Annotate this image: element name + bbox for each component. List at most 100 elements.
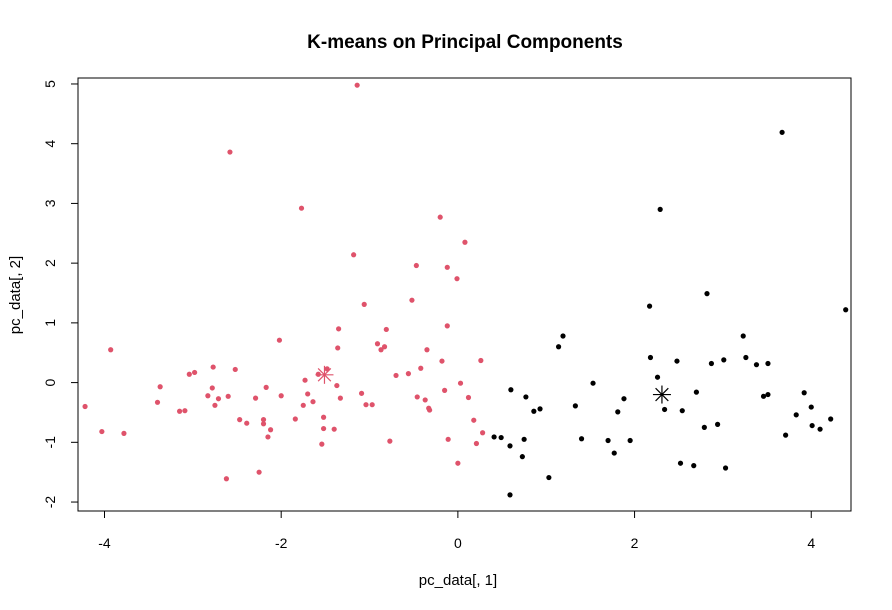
x-tick-label: 0 <box>454 535 462 551</box>
data-point <box>154 399 161 405</box>
data-point <box>828 416 834 422</box>
x-tick-label: -2 <box>275 535 288 551</box>
data-point <box>793 412 799 418</box>
data-point <box>192 369 198 376</box>
y-tick-label: -1 <box>42 436 58 449</box>
data-point <box>507 443 513 449</box>
y-tick-label: 0 <box>42 378 58 386</box>
data-point <box>319 441 325 447</box>
data-point <box>278 393 284 399</box>
data-point <box>721 357 727 363</box>
data-point <box>478 357 484 364</box>
data-point <box>560 333 566 339</box>
data-point <box>437 214 443 220</box>
data-point <box>765 360 771 367</box>
data-point <box>409 297 415 303</box>
data-point <box>691 463 697 469</box>
data-point <box>378 347 384 353</box>
plot-frame <box>77 77 852 512</box>
data-point <box>337 395 343 401</box>
y-tick-label: -2 <box>42 496 58 509</box>
data-point <box>260 421 267 427</box>
data-point <box>843 307 849 313</box>
data-point <box>646 303 653 309</box>
data-point <box>413 262 419 269</box>
data-point <box>237 417 243 423</box>
data-point <box>701 424 707 430</box>
y-axis-label: pc_data[, 2] <box>7 256 24 334</box>
chart-title: K-means on Principal Components <box>307 32 623 53</box>
data-point <box>783 432 789 438</box>
data-point <box>267 427 274 433</box>
data-point <box>471 417 477 423</box>
y-axis: -2 -1 0 1 2 3 4 5 <box>42 80 79 509</box>
data-point <box>223 476 230 482</box>
x-axis-label: pc_data[, 1] <box>419 572 497 589</box>
data-point <box>336 326 342 332</box>
data-point <box>521 436 527 442</box>
data-point <box>480 430 486 436</box>
data-point <box>354 82 360 88</box>
data-point <box>298 205 305 211</box>
data-point <box>244 420 250 426</box>
data-point <box>444 323 450 329</box>
data-point <box>743 354 749 361</box>
data-point <box>704 291 710 297</box>
data-point <box>693 389 700 395</box>
data-point <box>555 344 562 350</box>
data-point <box>320 414 327 420</box>
data-points <box>82 82 849 498</box>
data-point <box>260 417 267 423</box>
data-point <box>176 408 183 414</box>
data-point <box>498 434 504 441</box>
data-point <box>427 407 433 413</box>
data-point <box>212 402 218 408</box>
data-point <box>657 206 663 212</box>
data-point <box>227 149 233 155</box>
data-point <box>647 354 654 361</box>
data-point <box>457 380 464 386</box>
data-point <box>393 372 399 379</box>
data-point <box>677 460 684 466</box>
data-point <box>418 365 424 371</box>
data-point <box>215 396 222 402</box>
data-point <box>121 430 127 436</box>
data-point <box>351 252 357 258</box>
data-point <box>265 434 271 440</box>
data-point <box>300 402 306 408</box>
cluster-center-marker <box>652 385 671 404</box>
data-point <box>627 437 633 444</box>
data-point <box>256 469 262 475</box>
y-tick-label: 4 <box>42 140 58 148</box>
cluster-centers <box>315 365 671 404</box>
data-point <box>473 440 480 447</box>
data-point <box>422 397 428 403</box>
data-point <box>334 382 340 389</box>
data-point <box>611 450 617 456</box>
data-point <box>439 358 445 364</box>
data-point <box>182 408 188 414</box>
data-point <box>292 416 298 422</box>
data-point <box>358 390 365 396</box>
data-point <box>615 409 621 415</box>
data-point <box>523 394 529 400</box>
y-tick-label: 2 <box>42 259 58 267</box>
data-point <box>210 364 216 370</box>
data-point <box>808 404 814 410</box>
data-point <box>605 437 611 444</box>
data-point <box>809 422 815 429</box>
data-point <box>455 460 461 466</box>
data-point <box>302 377 308 383</box>
data-point <box>99 428 105 435</box>
x-tick-label: 2 <box>631 535 639 551</box>
data-point <box>817 426 823 432</box>
data-point <box>740 333 746 339</box>
data-point <box>405 371 412 377</box>
data-point <box>276 337 283 343</box>
data-point <box>374 341 381 347</box>
data-point <box>225 393 231 399</box>
data-point <box>305 391 311 397</box>
data-point <box>621 396 627 402</box>
data-point <box>310 399 316 405</box>
y-tick-label: 1 <box>42 319 58 327</box>
